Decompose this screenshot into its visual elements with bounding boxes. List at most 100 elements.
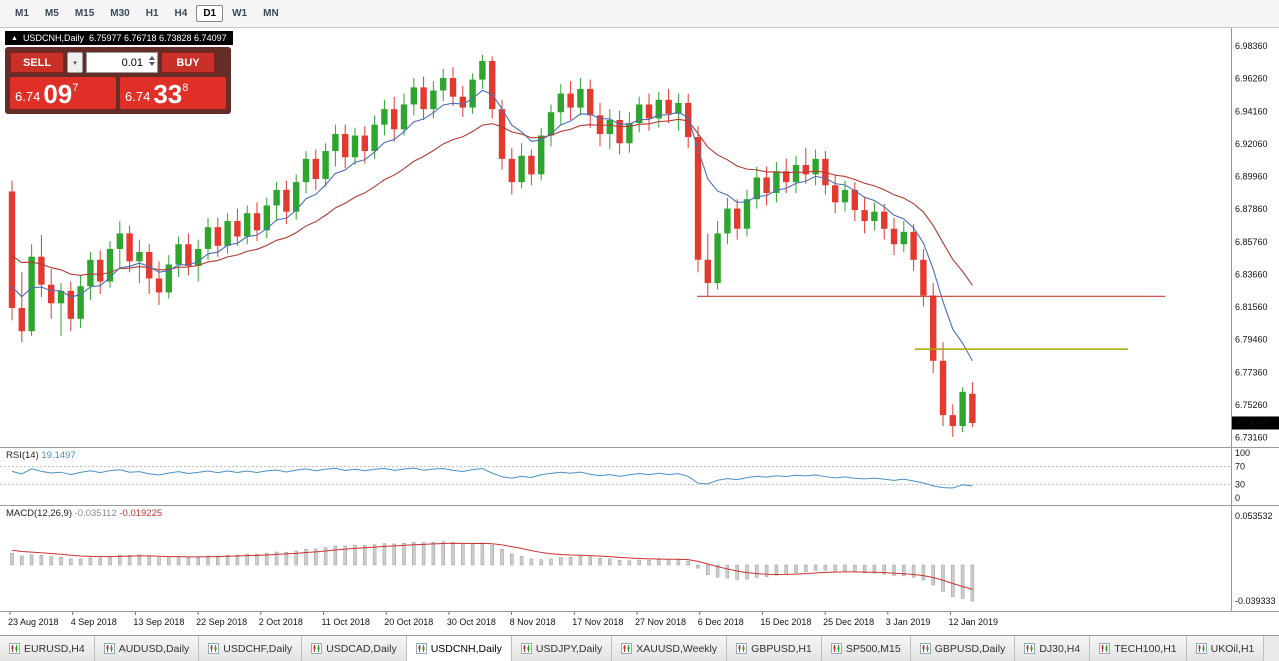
svg-text:6.98360: 6.98360 xyxy=(1235,41,1268,51)
chart-tab-icon xyxy=(103,643,115,654)
macd-main-value: -0.035112 xyxy=(74,508,117,519)
svg-text:6.79460: 6.79460 xyxy=(1235,335,1268,345)
timeframe-button-m15[interactable]: M15 xyxy=(74,8,95,19)
svg-text:-0.039333: -0.039333 xyxy=(1235,596,1276,606)
timeframe-button-m1[interactable]: M1 xyxy=(15,8,29,19)
svg-text:30: 30 xyxy=(1235,480,1245,490)
svg-text:15 Dec 2018: 15 Dec 2018 xyxy=(760,617,811,627)
chart-tab-label: EURUSD,H4 xyxy=(24,642,85,655)
chart-tab-gbpusd-daily[interactable]: GBPUSD,Daily xyxy=(910,636,1016,661)
rsi-axis: 100 70 30 0 xyxy=(1235,448,1250,503)
chart-tab-icon xyxy=(520,643,532,654)
collapse-panel-icon[interactable]: ▲ xyxy=(11,34,18,42)
svg-text:11 Oct 2018: 11 Oct 2018 xyxy=(322,617,370,627)
timeframe-button-h1[interactable]: H1 xyxy=(145,8,159,19)
chart-tab-icon xyxy=(830,643,842,654)
ask-price-pip-digit: 8 xyxy=(182,82,189,94)
bid-price-big-digits: 09 xyxy=(43,79,73,109)
svg-text:4 Sep 2018: 4 Sep 2018 xyxy=(71,617,117,627)
chart-tab-usdjpy-daily[interactable]: USDJPY,Daily xyxy=(511,636,613,661)
chart-tab-bar: EURUSD,H4 AUDUSD,Daily USDCHF,Daily USDCAD,… xyxy=(0,635,1279,661)
rsi-current-value: 19.1497 xyxy=(41,450,76,461)
buy-price-tile[interactable]: 6.74 33 8 xyxy=(120,77,226,109)
svg-text:0.053532: 0.053532 xyxy=(1235,511,1273,521)
rsi-indicator-label: RSI(14) 19.1497 xyxy=(6,450,76,461)
svg-text:6.73160: 6.73160 xyxy=(1235,433,1268,443)
svg-text:27 Nov 2018: 27 Nov 2018 xyxy=(635,617,686,627)
svg-text:13 Sep 2018: 13 Sep 2018 xyxy=(133,617,184,627)
svg-text:100: 100 xyxy=(1235,448,1250,458)
bid-price-main: 6.74 xyxy=(15,89,41,104)
svg-text:3 Jan 2019: 3 Jan 2019 xyxy=(886,617,931,627)
svg-text:6.92060: 6.92060 xyxy=(1235,139,1268,149)
chart-tab-audusd-daily[interactable]: AUDUSD,Daily xyxy=(94,636,200,661)
ask-price-main: 6.74 xyxy=(125,89,151,104)
timeframe-button-h4[interactable]: H4 xyxy=(174,8,188,19)
chart-tab-usdcnh-daily[interactable]: USDCNH,Daily xyxy=(406,636,512,661)
timeframe-button-mn[interactable]: MN xyxy=(263,8,279,19)
chart-tab-label: USDJPY,Daily xyxy=(535,642,603,655)
svg-text:12 Jan 2019: 12 Jan 2019 xyxy=(949,617,999,627)
svg-text:20 Oct 2018: 20 Oct 2018 xyxy=(384,617,433,627)
sell-price-tile[interactable]: 6.74 09 7 xyxy=(10,77,116,109)
svg-text:30 Oct 2018: 30 Oct 2018 xyxy=(447,617,496,627)
chart-tab-icon xyxy=(1024,643,1036,654)
chart-ohlc-values: 6.75977 6.76718 6.73828 6.74097 xyxy=(88,33,227,43)
ma-fast-line xyxy=(11,89,973,362)
timeframe-button-w1[interactable]: W1 xyxy=(232,8,248,19)
lot-stepper[interactable] xyxy=(149,56,155,66)
svg-text:22 Sep 2018: 22 Sep 2018 xyxy=(196,617,247,627)
timeframe-button-m5[interactable]: M5 xyxy=(44,8,59,19)
chart-tab-label: DJ30,H4 xyxy=(1039,642,1081,655)
svg-text:17 Nov 2018: 17 Nov 2018 xyxy=(572,617,623,627)
svg-text:70: 70 xyxy=(1235,462,1245,472)
svg-text:6.74097: 6.74097 xyxy=(1236,418,1269,428)
rsi-line xyxy=(11,467,973,489)
svg-text:0: 0 xyxy=(1235,493,1240,503)
macd-signal-line xyxy=(11,542,973,590)
price-axis: 6.98360 6.96260 6.94160 6.92060 6.89960 6.878… xyxy=(1235,41,1268,442)
chart-tab-label: USDCNH,Daily xyxy=(430,642,502,655)
sell-button[interactable]: SELL xyxy=(10,52,64,73)
timeframe-button-m30[interactable]: M30 xyxy=(110,8,130,19)
svg-text:2 Oct 2018: 2 Oct 2018 xyxy=(259,617,303,627)
chart-tab-tech100-h1[interactable]: TECH100,H1 xyxy=(1090,636,1187,661)
lot-dropdown-arrow[interactable]: ▾ xyxy=(67,52,83,73)
buy-button[interactable]: BUY xyxy=(161,52,215,73)
svg-text:6.85760: 6.85760 xyxy=(1235,237,1268,247)
svg-text:23 Aug 2018: 23 Aug 2018 xyxy=(8,617,59,627)
chart-title-bar: ▲ USDCNH,Daily 6.75977 6.76718 6.73828 6… xyxy=(5,31,233,45)
chart-tab-eurusd-h4[interactable]: EURUSD,H4 xyxy=(0,636,95,661)
bid-price-pip-digit: 7 xyxy=(72,82,79,94)
chart-tab-label: UKOil,H1 xyxy=(1210,642,1255,655)
chart-tab-ukoil-h1[interactable]: UKOil,H1 xyxy=(1186,636,1265,661)
svg-text:6 Dec 2018: 6 Dec 2018 xyxy=(698,617,744,627)
date-axis: 23 Aug 2018 4 Sep 2018 13 Sep 2018 22 Sep 2… xyxy=(8,611,999,627)
chart-tab-icon xyxy=(919,643,931,654)
chart-tab-icon xyxy=(208,643,220,654)
timeframe-toolbar: M1 M5 M15 M30 H1 H4 D1 W1 MN xyxy=(0,0,1279,28)
chart-tab-label: XAUUSD,Weekly xyxy=(636,642,718,655)
macd-indicator-label: MACD(12,26,9) -0.035112 -0.019225 xyxy=(6,508,162,519)
chart-tab-icon xyxy=(1195,643,1207,654)
chart-tab-label: SP500,M15 xyxy=(845,642,901,655)
ask-price-big-digits: 33 xyxy=(153,79,183,109)
chart-tab-label: GBPUSD,Daily xyxy=(934,642,1006,655)
chart-tab-dj30-h4[interactable]: DJ30,H4 xyxy=(1015,636,1091,661)
macd-signal-value: -0.019225 xyxy=(119,508,163,519)
chart-tab-sp500-m15[interactable]: SP500,M15 xyxy=(821,636,911,661)
svg-text:6.94160: 6.94160 xyxy=(1235,106,1268,116)
one-click-trading-panel: SELL ▾ BUY 6.74 09 7 6.74 33 8 xyxy=(5,47,231,114)
chart-tab-usdchf-daily[interactable]: USDCHF,Daily xyxy=(199,636,303,661)
svg-text:6.83660: 6.83660 xyxy=(1235,269,1268,279)
svg-text:6.87860: 6.87860 xyxy=(1235,204,1268,214)
chart-tab-xauusd-weekly[interactable]: XAUUSD,Weekly xyxy=(612,636,728,661)
svg-text:6.77360: 6.77360 xyxy=(1235,367,1268,377)
svg-text:6.75260: 6.75260 xyxy=(1235,400,1268,410)
timeframe-button-d1[interactable]: D1 xyxy=(196,5,224,22)
chart-tab-usdcad-daily[interactable]: USDCAD,Daily xyxy=(302,636,407,661)
price-chart[interactable]: 6.98360 6.96260 6.94160 6.92060 6.89960 6.878… xyxy=(0,28,1279,635)
chart-tab-gbpusd-h1[interactable]: GBPUSD,H1 xyxy=(727,636,822,661)
lot-size-input[interactable] xyxy=(86,52,158,73)
macd-axis: 0.053532 -0.039333 xyxy=(1235,511,1276,606)
